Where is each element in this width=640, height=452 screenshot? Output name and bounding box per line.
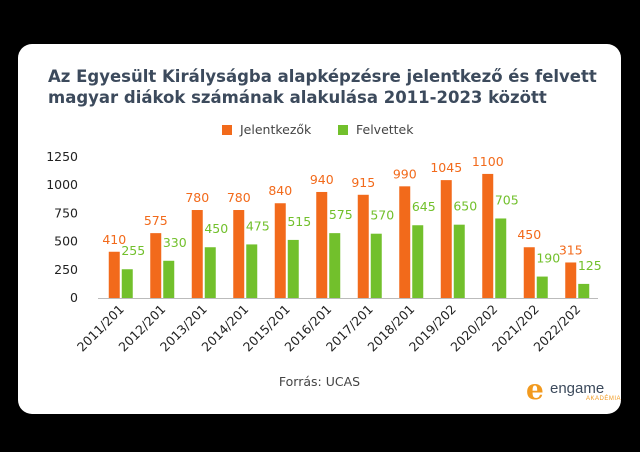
data-label-applicants: 575: [144, 213, 168, 228]
bar-admitted: [578, 283, 590, 298]
bar-admitted: [121, 269, 133, 298]
data-label-admitted: 190: [536, 251, 560, 266]
bar-admitted: [204, 247, 216, 298]
plot-area: 0250500750100012504102552011/20157533020…: [46, 149, 601, 354]
legend-label-admitted: Felvettek: [356, 122, 414, 137]
chart-card: Az Egyesült Királyságba alapképzésre jel…: [18, 44, 621, 414]
bar-admitted: [287, 239, 299, 298]
data-label-applicants: 780: [227, 190, 251, 205]
data-label-admitted: 645: [412, 199, 436, 214]
data-label-admitted: 650: [453, 199, 477, 214]
bar-admitted: [163, 260, 175, 298]
data-label-admitted: 125: [578, 258, 602, 273]
chart-title: Az Egyesült Királyságba alapképzésre jel…: [48, 67, 597, 107]
data-label-applicants: 1100: [472, 154, 504, 169]
data-label-applicants: 990: [393, 166, 417, 181]
data-label-admitted: 475: [246, 218, 270, 233]
logo-subtitle: AKADÉMIA: [586, 396, 622, 402]
data-label-admitted: 255: [121, 243, 145, 258]
data-label-admitted: 575: [329, 207, 353, 222]
data-label-applicants: 410: [102, 232, 126, 247]
chart-legend: Jelentkezők Felvettek: [18, 122, 621, 140]
data-label-applicants: 315: [559, 242, 583, 257]
bar-admitted: [370, 233, 382, 298]
bar-applicants: [399, 186, 411, 298]
data-label-applicants: 1045: [430, 160, 462, 175]
bar-applicants: [440, 180, 452, 298]
data-label-admitted: 330: [163, 235, 187, 250]
y-tick-label: 750: [54, 205, 78, 220]
bar-applicants: [565, 262, 577, 298]
bar-applicants: [191, 210, 203, 298]
bar-admitted: [329, 233, 341, 298]
bar-applicants: [150, 233, 162, 298]
logo-mark: e: [526, 373, 544, 406]
legend-item-applicants: Jelentkezők: [222, 122, 311, 137]
y-tick-label: 1250: [46, 149, 78, 164]
data-label-admitted: 450: [204, 221, 228, 236]
data-label-applicants: 940: [310, 172, 334, 187]
bar-admitted: [246, 244, 258, 298]
source-note: Forrás: UCAS: [278, 374, 361, 389]
data-label-applicants: 840: [268, 183, 292, 198]
data-label-applicants: 450: [517, 227, 541, 242]
bar-admitted: [495, 218, 507, 298]
data-label-admitted: 705: [495, 192, 519, 207]
logo-wordmark: engame: [550, 380, 605, 397]
data-label-applicants: 915: [351, 175, 375, 190]
legend-swatch-admitted: [338, 124, 348, 135]
data-label-applicants: 780: [185, 190, 209, 205]
legend-swatch-applicants: [222, 124, 232, 135]
y-tick-label: 500: [54, 234, 78, 249]
legend-item-admitted: Felvettek: [338, 122, 414, 137]
y-tick-label: 1000: [46, 177, 78, 192]
data-label-admitted: 570: [370, 208, 394, 223]
data-label-admitted: 515: [287, 214, 311, 229]
y-tick-label: 250: [54, 262, 78, 277]
y-tick-label: 0: [70, 290, 78, 305]
bar-applicants: [233, 210, 245, 298]
bar-admitted: [412, 225, 424, 298]
legend-label-applicants: Jelentkezők: [240, 122, 312, 137]
bar-applicants: [108, 251, 120, 298]
bar-admitted: [453, 224, 465, 298]
bar-applicants: [357, 194, 369, 298]
bar-applicants: [316, 191, 328, 298]
bar-applicants: [523, 247, 535, 298]
bar-applicants: [482, 173, 494, 298]
bar-applicants: [274, 203, 286, 298]
bar-chart: 0250500750100012504102552011/20157533020…: [46, 149, 601, 354]
bar-admitted: [536, 276, 548, 298]
